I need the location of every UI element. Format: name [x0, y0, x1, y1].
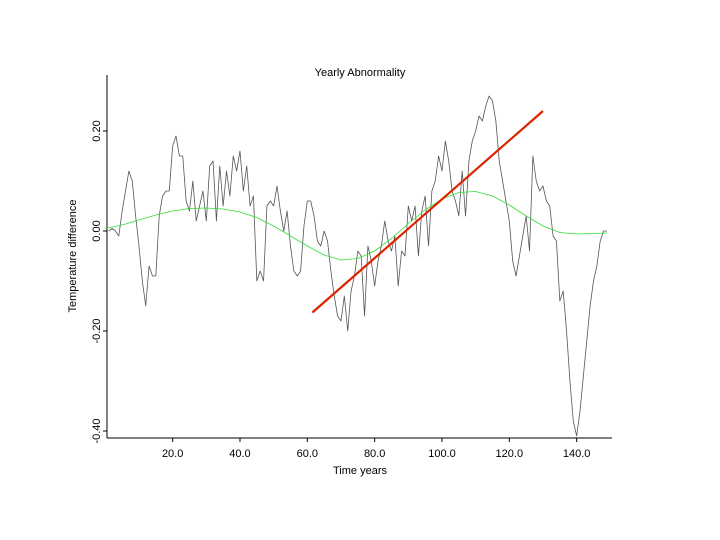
y-axis-label: Temperature difference [67, 200, 79, 313]
x-tick-label: 60.0 [297, 448, 318, 460]
x-axis-label: Time years [333, 465, 387, 477]
data-line [105, 191, 607, 261]
x-tick-label: 140.0 [563, 448, 591, 460]
y-tick-label: 0.00 [91, 220, 103, 241]
y-tick-label: 0.20 [91, 120, 103, 141]
data-line [108, 95, 607, 437]
x-tick-label: 100.0 [428, 448, 456, 460]
y-tick-label: -0.20 [91, 318, 103, 343]
x-tick-label: 20.0 [162, 448, 183, 460]
chart-title: Yearly Abnormality [315, 67, 406, 79]
x-tick-label: 80.0 [364, 448, 385, 460]
x-tick-label: 40.0 [229, 448, 250, 460]
data-line [311, 110, 544, 314]
y-tick-label: -0.40 [91, 418, 103, 443]
x-tick-label: 120.0 [496, 448, 524, 460]
